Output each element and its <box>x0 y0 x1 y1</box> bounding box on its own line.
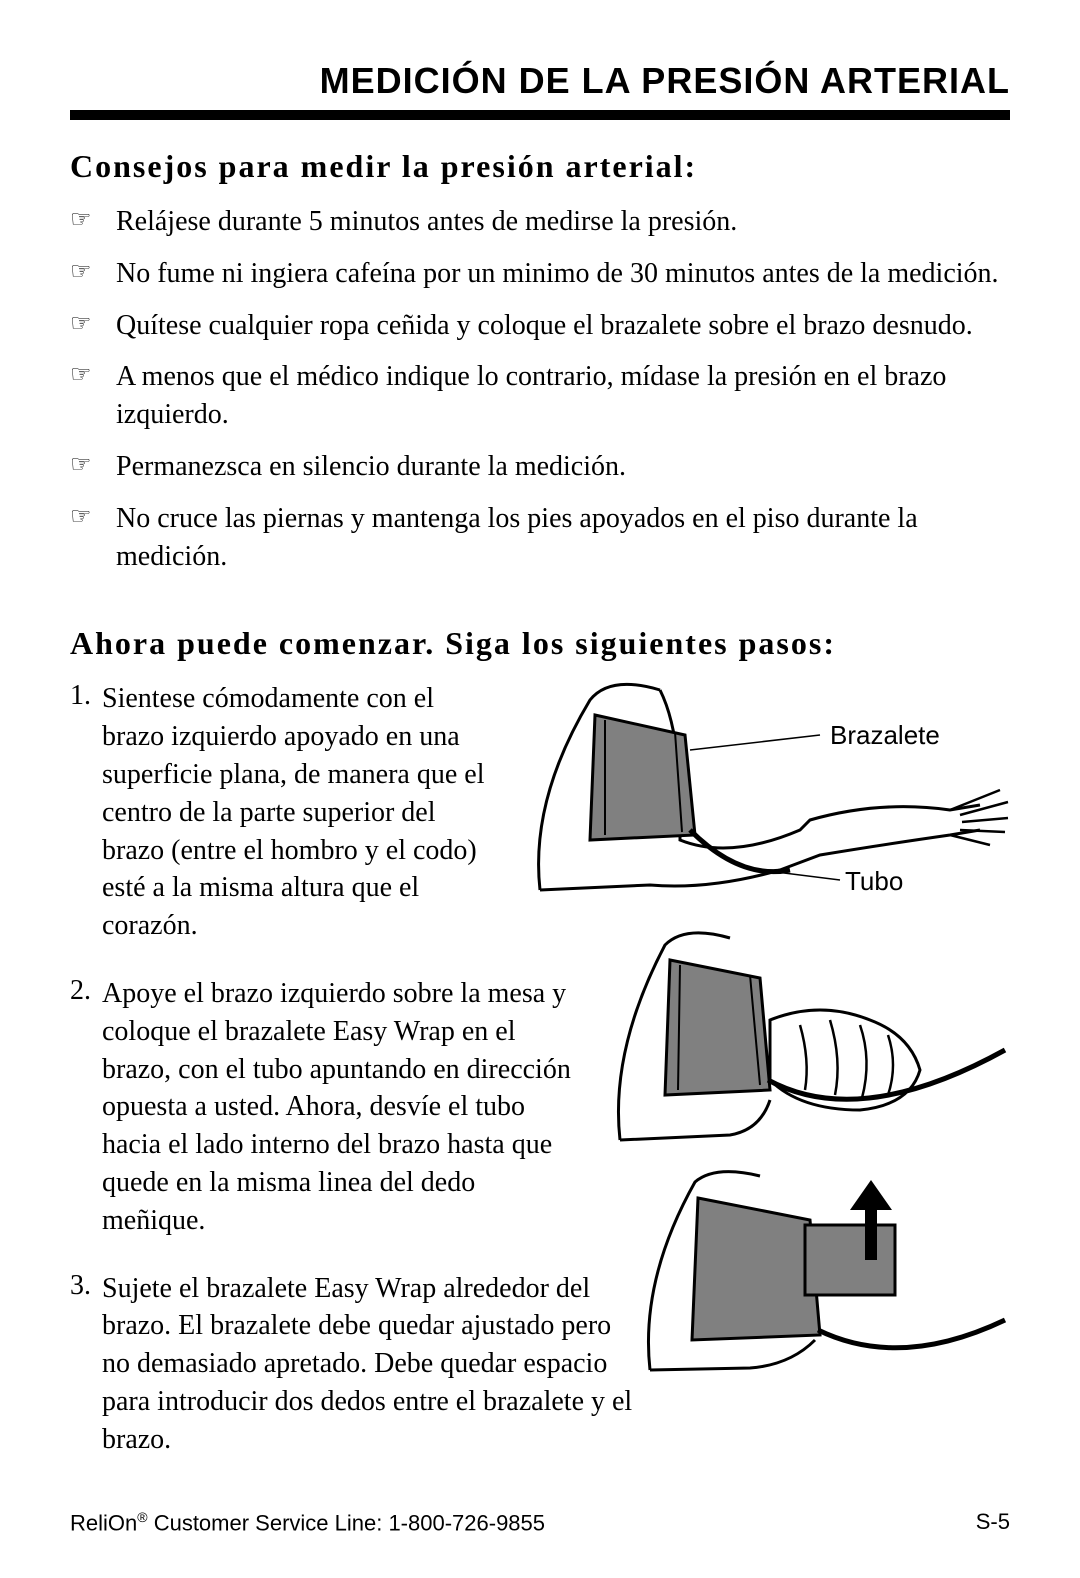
tip-item: ☞ Relájese durante 5 minutos antes de me… <box>70 203 1010 241</box>
tip-item: ☞ Quítese cualquier ropa ceñida y coloqu… <box>70 307 1010 345</box>
tip-text: Permanezsca en silencio durante la medic… <box>116 448 1010 486</box>
label-tubo: Tubo <box>845 866 903 897</box>
step-number: 1. <box>70 680 102 712</box>
pointer-icon: ☞ <box>70 448 116 482</box>
step-number: 3. <box>70 1270 102 1302</box>
figure-cuff-tighten <box>640 1170 1010 1380</box>
tips-heading: Consejos para medir la presión arterial: <box>70 148 1010 185</box>
figure-cuff-labeled: Brazalete Tubo <box>530 680 1010 910</box>
pointer-icon: ☞ <box>70 255 116 289</box>
page-footer: ReliOn® Customer Service Line: 1-800-726… <box>70 1509 1010 1536</box>
figure-cuff-adjust <box>610 930 1010 1150</box>
tip-text: Quítese cualquier ropa ceñida y coloque … <box>116 307 1010 345</box>
tips-list: ☞ Relájese durante 5 minutos antes de me… <box>70 203 1010 575</box>
tip-text: Relájese durante 5 minutos antes de medi… <box>116 203 1010 241</box>
tip-item: ☞ No cruce las piernas y mantenga los pi… <box>70 500 1010 576</box>
tip-item: ☞ No fume ni ingiera cafeína por un mini… <box>70 255 1010 293</box>
footer-brand: ReliOn <box>70 1510 137 1535</box>
page-number: S-5 <box>976 1509 1010 1536</box>
label-brazalete: Brazalete <box>830 720 940 751</box>
step-text: Apoye el brazo izquierdo sobre la mesa y… <box>102 975 582 1240</box>
tip-item: ☞ Permanezsca en silencio durante la med… <box>70 448 1010 486</box>
tip-item: ☞ A menos que el médico indique lo contr… <box>70 358 1010 434</box>
registered-icon: ® <box>137 1509 147 1525</box>
tip-text: A menos que el médico indique lo contrar… <box>116 358 1010 434</box>
steps-area: 1. Sientese cómodamente con el brazo izq… <box>70 680 1010 1458</box>
tip-text: No cruce las piernas y mantenga los pies… <box>116 500 1010 576</box>
pointer-icon: ☞ <box>70 203 116 237</box>
step-number: 2. <box>70 975 102 1007</box>
pointer-icon: ☞ <box>70 500 116 534</box>
pointer-icon: ☞ <box>70 358 116 392</box>
page-title: MEDICIÓN DE LA PRESIÓN ARTERIAL <box>70 60 1010 102</box>
footer-phone: Customer Service Line: 1-800-726-9855 <box>148 1510 545 1535</box>
steps-heading: Ahora puede comenzar. Siga los siguiente… <box>70 625 1010 662</box>
step-text: Sientese cómodamente con el brazo izquie… <box>102 680 492 945</box>
figure-stack: Brazalete Tubo <box>530 680 1010 1400</box>
title-rule <box>70 110 1010 120</box>
tip-text: No fume ni ingiera cafeína por un minimo… <box>116 255 1010 293</box>
footer-left: ReliOn® Customer Service Line: 1-800-726… <box>70 1509 545 1536</box>
pointer-icon: ☞ <box>70 307 116 341</box>
